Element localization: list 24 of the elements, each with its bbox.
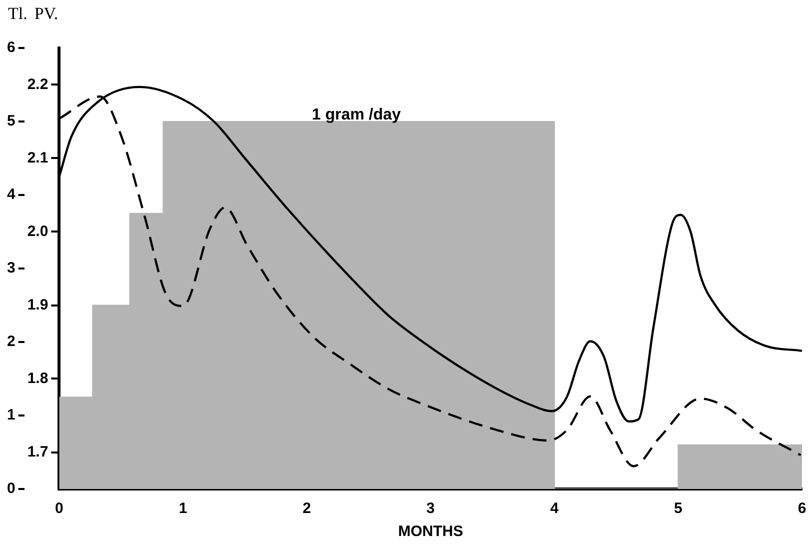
y-tick-label: 0 bbox=[7, 480, 16, 498]
y2-tick-label: 2.1 bbox=[27, 149, 48, 166]
y-tick-label: 6 bbox=[7, 39, 16, 56]
y2-tick-label: 1.8 bbox=[27, 370, 48, 387]
x-tick-label: 3 bbox=[426, 500, 435, 518]
y-tick-label: 4 bbox=[7, 186, 16, 204]
y2-axis-title: PV. bbox=[34, 4, 58, 23]
y-axis-title: Tl. bbox=[8, 4, 28, 23]
y-tick-label: 5 bbox=[7, 112, 16, 130]
x-axis-title: MONTHS bbox=[398, 523, 464, 540]
y2-tick-label: 1.9 bbox=[27, 296, 48, 314]
y2-tick-label: 2.2 bbox=[27, 76, 48, 93]
x-tick-label: 6 bbox=[798, 500, 806, 518]
x-tick-label: 0 bbox=[55, 500, 64, 518]
y-tick-label: 3 bbox=[7, 260, 16, 277]
annotation: 1 gram /day bbox=[312, 106, 401, 124]
y-tick-label: 1 bbox=[7, 406, 16, 424]
y-tick-label: 2 bbox=[7, 333, 16, 350]
x-tick-label: 1 bbox=[178, 500, 188, 518]
x-tick-label: 4 bbox=[550, 500, 560, 518]
y2-tick-label: 1.7 bbox=[27, 443, 48, 460]
x-tick-label: 5 bbox=[674, 500, 682, 518]
y2-tick-label: 2.0 bbox=[27, 222, 48, 240]
x-tick-label: 2 bbox=[302, 500, 311, 518]
